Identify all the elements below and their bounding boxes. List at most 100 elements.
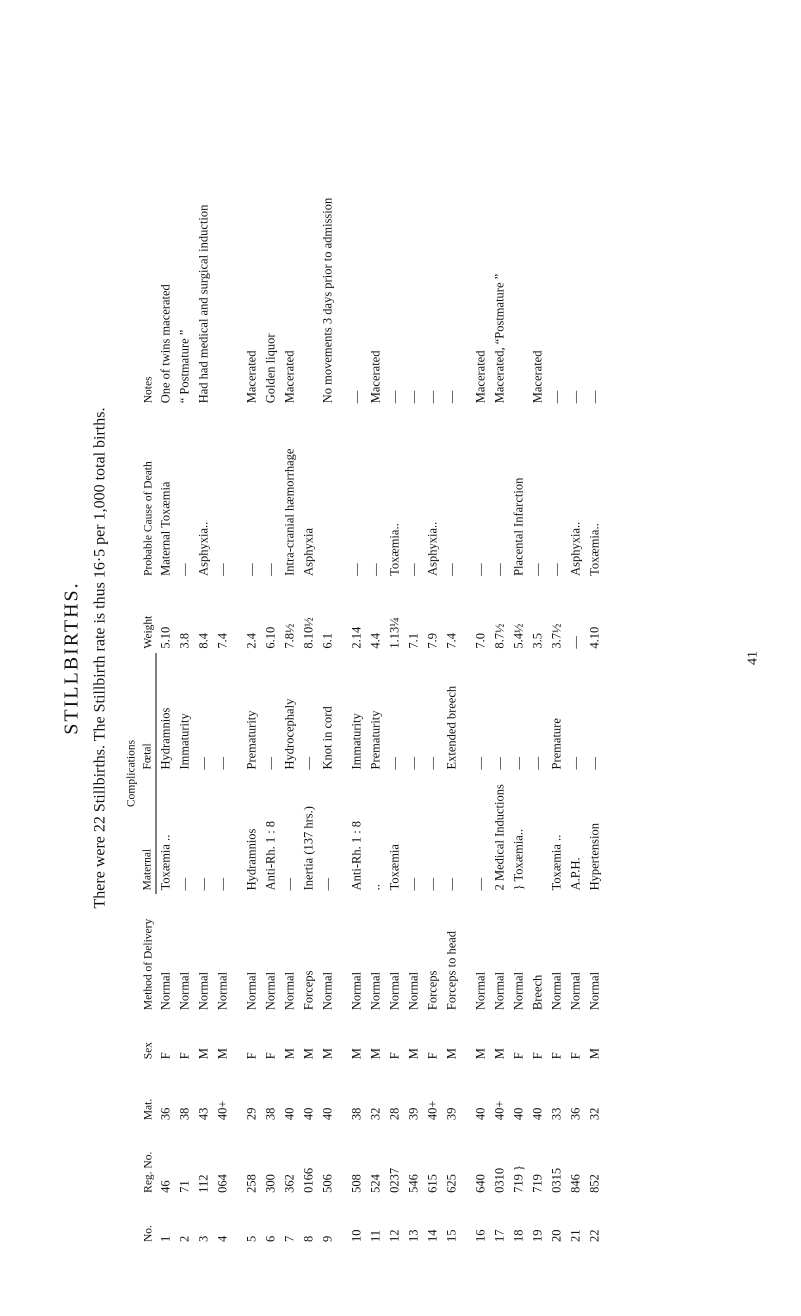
cell-method: Normal [490,894,509,1014]
cell-cfoet: Prematurity [366,653,385,774]
cell-method: Forceps [423,894,442,1014]
table-row: 8016640MForcepsInertia (137 hrs.)—8.10½A… [299,70,318,1246]
cell-method: Forceps to head [442,894,461,1014]
cell-mat: 40 [509,1063,528,1124]
cell-reg: 546 [404,1124,423,1197]
cell-mat: 40 [471,1063,490,1124]
cell-no: 22 [585,1197,604,1246]
cell-cmat: — [404,773,423,894]
cell-reg: 71 [175,1124,194,1197]
cell-cause: — [528,407,547,580]
cell-notes [509,70,528,407]
cell-no: 10 [347,1197,366,1246]
table-row: 27138FNormal—Immaturity3.8—“ Postmature … [175,70,194,1246]
cell-method: Normal [194,894,213,1014]
cell-mat: 36 [156,1063,176,1124]
cell-cause: — [347,407,366,580]
cell-method: Normal [585,894,604,1014]
cell-reg: 508 [347,1124,366,1197]
cell-cfoet: — [471,653,490,774]
page-number: 41 [745,651,761,665]
cell-cfoet: — [490,653,509,774]
cell-notes [299,70,318,407]
cell-reg: 719 } [509,1124,528,1197]
cell-cmat: } Toxæmia.. [509,773,528,894]
cell-mat: 40 [528,1063,547,1124]
cell-reg: 300 [261,1124,280,1197]
cell-no: 12 [385,1197,404,1246]
cell-notes: Macerated [242,70,261,407]
cell-sex: F [566,1014,585,1063]
cell-cmat: Hypertension [585,773,604,894]
cell-cfoet: Premature [547,653,566,774]
cell-reg: 112 [194,1124,213,1197]
cell-cfoet: — [423,653,442,774]
cell-wt: 2.14 [347,580,366,653]
cell-mat: 39 [404,1063,423,1124]
table-row: 12023728FNormalToxæmia—1.13¼Toxæmia..— [385,70,404,1246]
table-row: 1664040MNormal——7.0—Macerated [471,70,490,1246]
cell-cfoet: — [585,653,604,774]
stillbirths-table: No. Reg. No. Mat. Sex Method of Delivery… [123,70,604,1246]
cell-no: 19 [528,1197,547,1246]
cell-method: Normal [175,894,194,1014]
cell-mat: 40+ [490,1063,509,1124]
cell-notes: No movements 3 days prior to admission [318,70,337,407]
cell-cmat: — [194,773,213,894]
cell-method: Normal [366,894,385,1014]
cell-notes: Macerated [528,70,547,407]
cell-mat: 40 [299,1063,318,1124]
cell-no: 21 [566,1197,585,1246]
cell-cause: Intra-cranial hæmorrhage [280,407,299,580]
cell-reg: 846 [566,1124,585,1197]
cell-method: Normal [404,894,423,1014]
table-row: 406440+MNormal——7.4— [213,70,232,1246]
cell-mat: 40 [280,1063,299,1124]
cell-mat: 32 [366,1063,385,1124]
cell-cause: — [471,407,490,580]
cell-cause: — [442,407,461,580]
cell-sex: F [528,1014,547,1063]
cell-cmat: — [318,773,337,894]
cell-cause: Asphyxia.. [423,407,442,580]
cell-sex: M [471,1014,490,1063]
cell-reg: 852 [585,1124,604,1197]
cell-no: 6 [261,1197,280,1246]
cell-mat: 40 [318,1063,337,1124]
cell-cause: — [213,407,232,580]
cell-mat: 29 [242,1063,261,1124]
cell-notes: Macerated [280,70,299,407]
cell-mat: 39 [442,1063,461,1124]
cell-cause: Toxæmia.. [585,407,604,580]
cell-sex: F [261,1014,280,1063]
cell-method: Normal [547,894,566,1014]
cell-wt: 7.0 [471,580,490,653]
cell-sex: F [175,1014,194,1063]
cell-cmat: Toxæmia [385,773,404,894]
cell-notes: One of twins macerated [156,70,176,407]
cell-notes [213,70,232,407]
cell-wt: 7.8½ [280,580,299,653]
th-reg: Reg. No. [123,1124,156,1197]
cell-cmat: Toxæmia .. [156,773,176,894]
cell-notes: Macerated [471,70,490,407]
cell-mat: 33 [547,1063,566,1124]
cell-cause: — [366,407,385,580]
cell-no: 17 [490,1197,509,1246]
cell-reg: 524 [366,1124,385,1197]
cell-wt: 6.1 [318,580,337,653]
cell-wt: 1.13¼ [385,580,404,653]
cell-wt: 7.4 [213,580,232,653]
cell-reg: 362 [280,1124,299,1197]
th-comp-foetal: Fœtal [139,653,156,774]
cell-wt: 3.7½ [547,580,566,653]
cell-cfoet: — [261,653,280,774]
cell-notes: Macerated, “Postmature ” [490,70,509,407]
cell-wt: 7.9 [423,580,442,653]
cell-mat: 43 [194,1063,213,1124]
cell-mat: 40+ [213,1063,232,1124]
cell-cause: Placental Infarction [509,407,528,580]
cell-notes: — [585,70,604,407]
cell-sex: M [299,1014,318,1063]
cell-mat: 38 [261,1063,280,1124]
